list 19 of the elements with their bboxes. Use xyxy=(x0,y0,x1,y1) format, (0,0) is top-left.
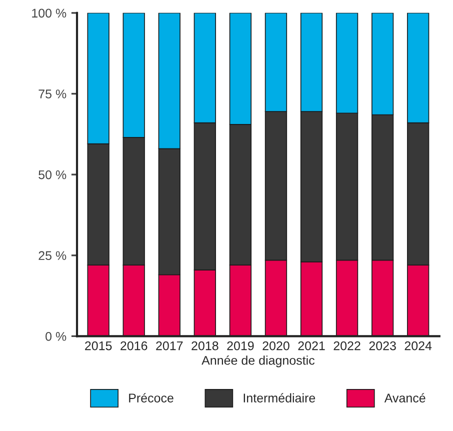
x-tick-label: 2021 xyxy=(298,341,325,350)
x-tick-label: 2019 xyxy=(227,341,254,350)
y-tick-label: 75 % xyxy=(38,90,66,98)
x-tick-label: 2020 xyxy=(262,341,290,350)
legend-label: Précoce xyxy=(129,393,174,402)
x-axis-title: Année de diagnostic xyxy=(202,355,315,368)
y-tick-label: 0 % xyxy=(46,332,66,341)
y-tick-label: 50 % xyxy=(38,170,66,180)
legend-label: Avancé xyxy=(384,393,426,402)
x-tick-label: 2015 xyxy=(85,341,112,350)
legend-label: Intermédiaire xyxy=(244,393,316,402)
y-tick-label: 25 % xyxy=(38,251,66,260)
y-tick-label: 100 % xyxy=(32,8,66,18)
x-tick-label: 2022 xyxy=(334,341,360,350)
x-tick-label: 2024 xyxy=(404,341,432,350)
x-tick-label: 2018 xyxy=(192,341,218,350)
x-tick-label: 2016 xyxy=(120,341,148,350)
x-tick-label: 2023 xyxy=(369,341,396,350)
x-tick-label: 2017 xyxy=(156,341,183,350)
